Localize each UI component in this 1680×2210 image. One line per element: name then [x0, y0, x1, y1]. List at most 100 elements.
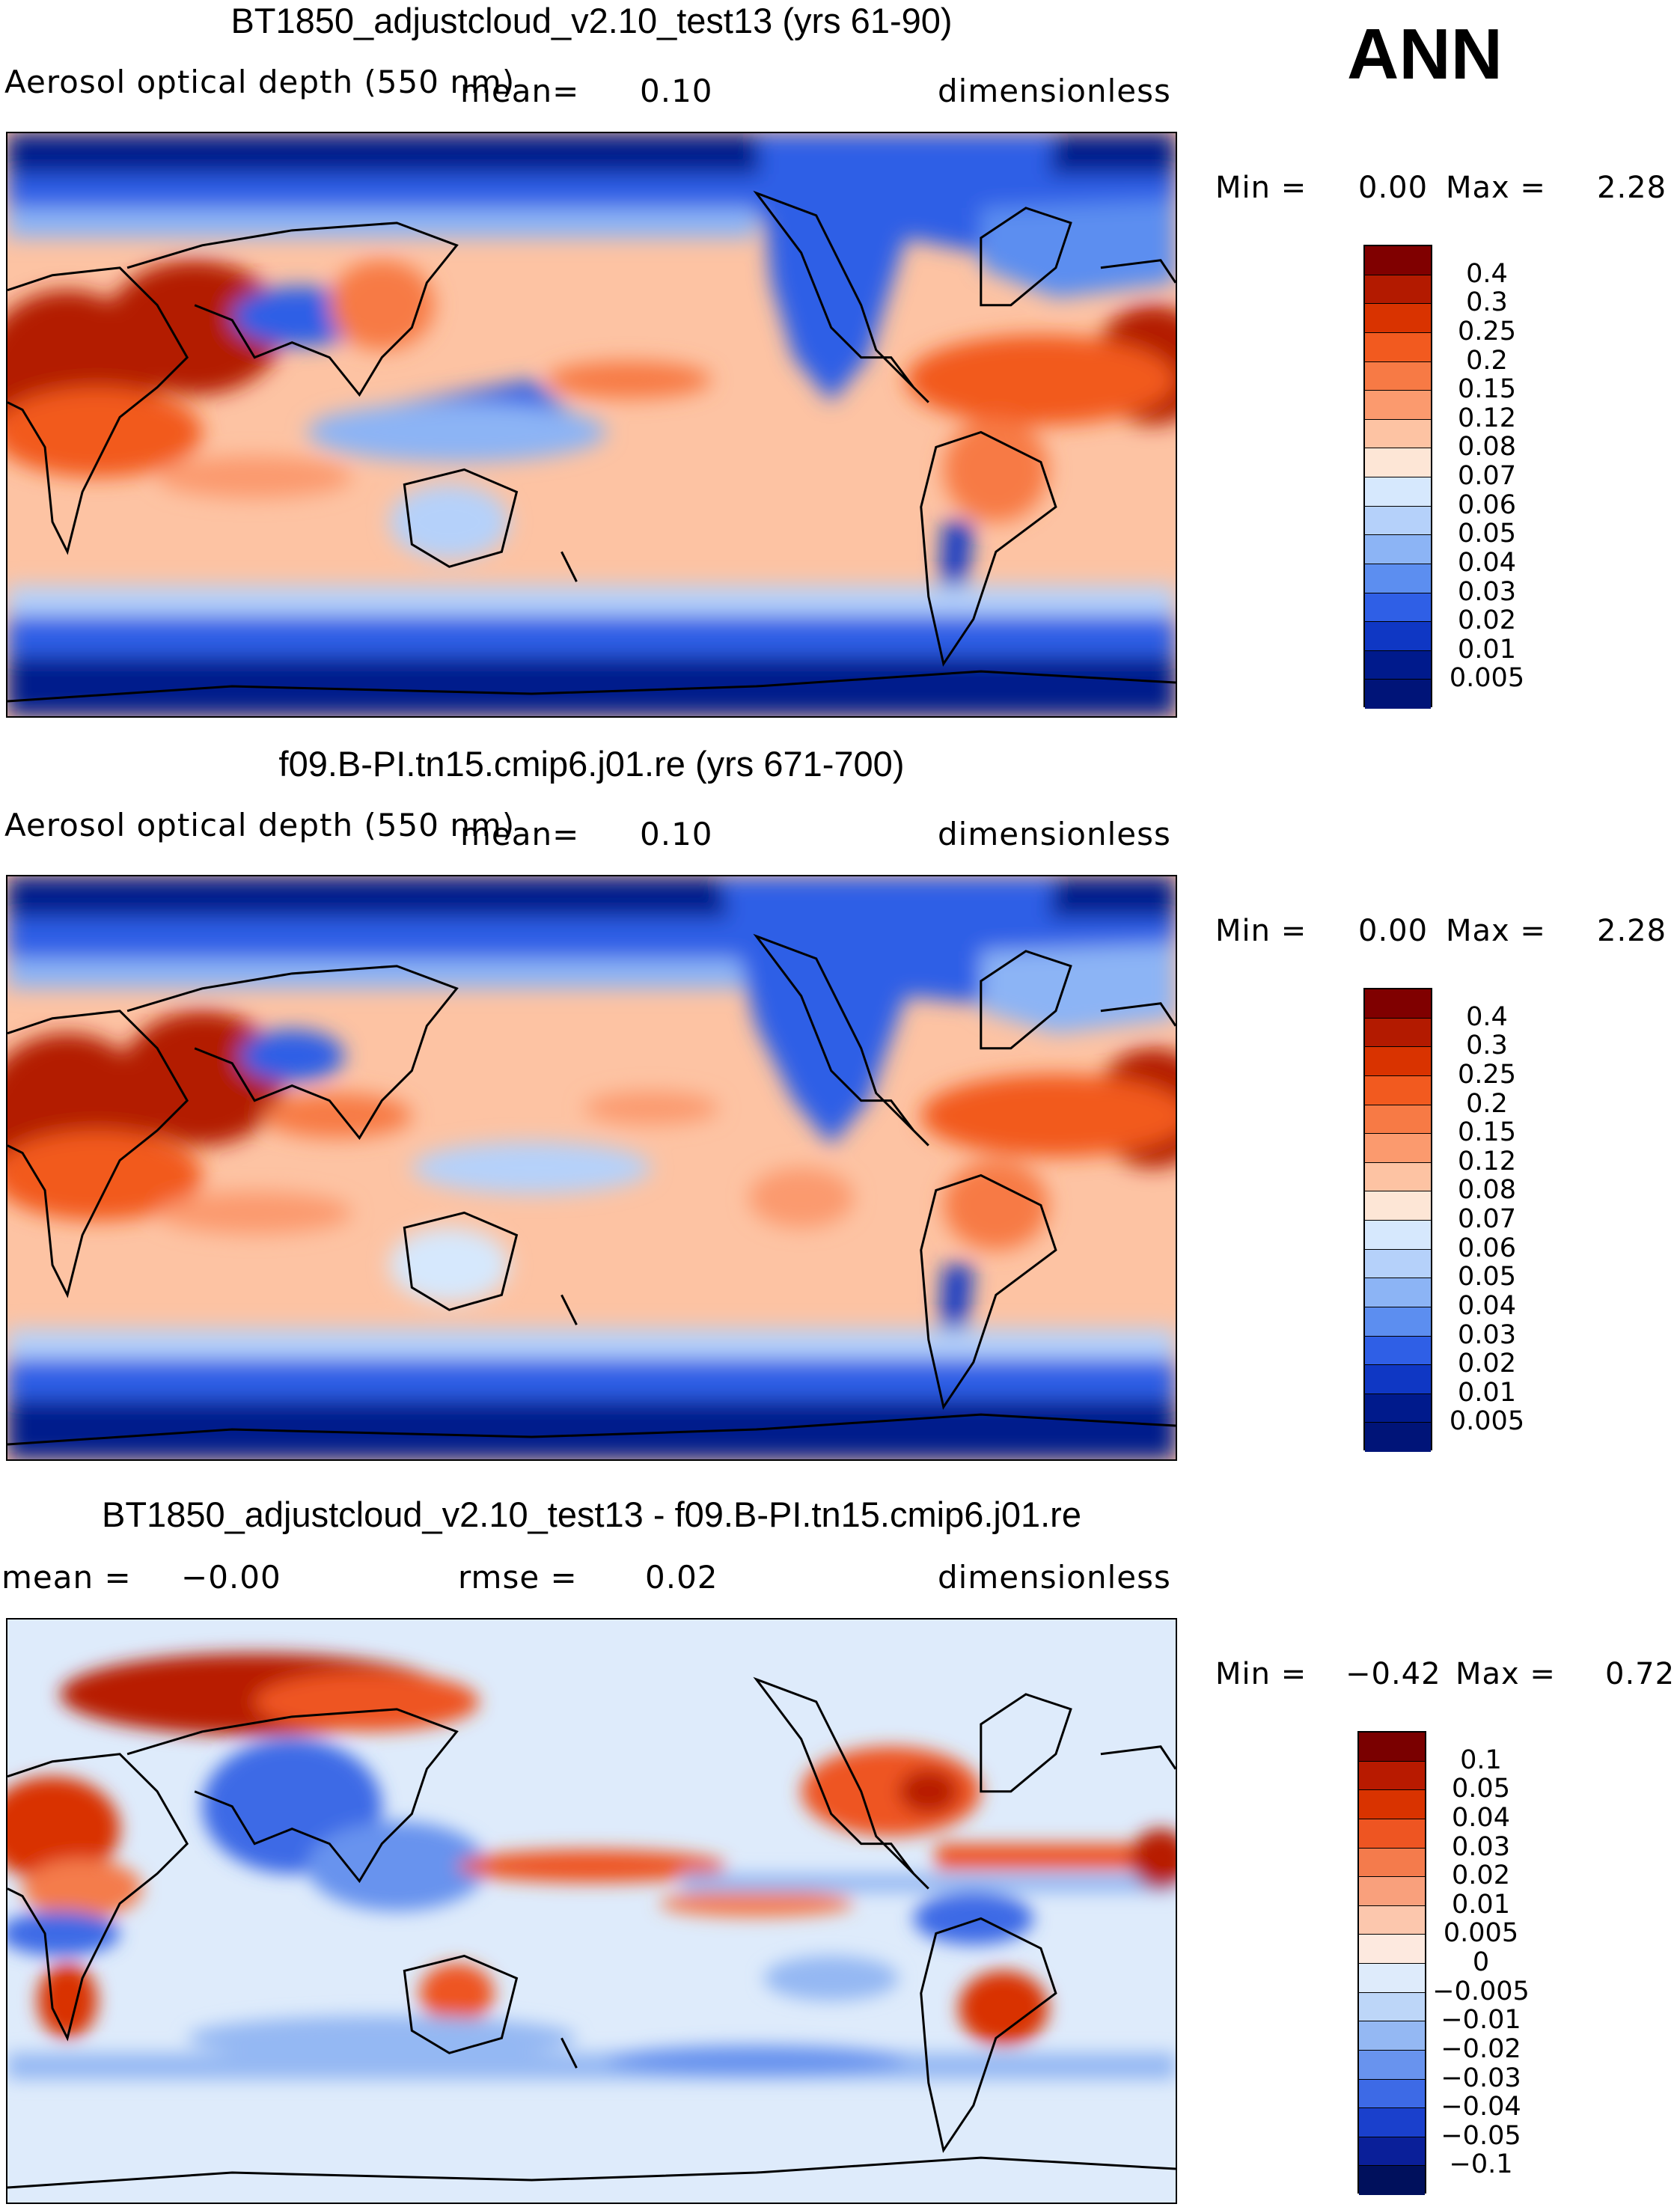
panel-2-variable: Aerosol optical depth (550 nm) — [4, 807, 516, 843]
panel-1-colorbar — [1363, 245, 1432, 709]
colorbar-swatch — [1365, 1278, 1431, 1307]
colorbar-tick-label: −0.04 — [1441, 2092, 1521, 2122]
colorbar-tick-label: 0.005 — [1443, 1918, 1519, 1949]
colorbar-swatch — [1359, 1877, 1425, 1906]
colorbar-tick-label: 0.12 — [1458, 403, 1516, 433]
colorbar-tick-label: 0.08 — [1458, 1175, 1516, 1206]
panel-3-max-value: 0.72 — [1605, 1657, 1676, 1691]
panel-3-rmse-label: rmse = — [458, 1559, 578, 1596]
colorbar-swatch — [1365, 419, 1431, 449]
colorbar-tick-label: 0.005 — [1449, 663, 1525, 694]
colorbar-tick-label: 0.2 — [1466, 345, 1508, 376]
colorbar-swatch — [1359, 1935, 1425, 1964]
colorbar-swatch — [1359, 1790, 1425, 1819]
panel-1-mean-value: 0.10 — [640, 73, 713, 109]
colorbar-swatch — [1359, 2021, 1425, 2051]
panel-3-title: BT1850_adjustcloud_v2.10_test13 - f09.B-… — [102, 1495, 1081, 1534]
colorbar-tick-label: −0.05 — [1441, 2120, 1521, 2151]
colorbar-swatch — [1365, 680, 1431, 709]
panel-1-mean-label: mean= — [460, 73, 580, 109]
colorbar-swatch — [1365, 1105, 1431, 1135]
panel-3-min-value: −0.42 — [1345, 1657, 1441, 1691]
colorbar-swatch — [1365, 506, 1431, 536]
panel-1-title: BT1850_adjustcloud_v2.10_test13 (yrs 61-… — [230, 1, 953, 40]
panel-3-map — [6, 1618, 1177, 2204]
colorbar-swatch — [1365, 622, 1431, 651]
colorbar-swatch — [1365, 650, 1431, 680]
panel-3-field — [7, 1620, 1176, 2203]
colorbar-tick-label: 0.15 — [1458, 1117, 1516, 1148]
colorbar-swatch — [1365, 1191, 1431, 1221]
colorbar-tick-label: 0.4 — [1466, 1001, 1508, 1032]
colorbar-swatch — [1365, 564, 1431, 593]
colorbar-tick-label: 0.1 — [1460, 1745, 1502, 1775]
colorbar-tick-label: 0.07 — [1458, 461, 1516, 491]
colorbar-swatch — [1359, 1733, 1425, 1762]
colorbar-tick-label: 0 — [1472, 1947, 1490, 1977]
colorbar-swatch — [1359, 2050, 1425, 2080]
colorbar-swatch — [1365, 1423, 1431, 1452]
colorbar-swatch — [1359, 1819, 1425, 1849]
colorbar-tick-label: 0.02 — [1452, 1861, 1510, 1891]
colorbar-swatch — [1359, 1905, 1425, 1935]
colorbar-swatch — [1365, 1249, 1431, 1279]
colorbar-tick-label: 0.07 — [1458, 1204, 1516, 1234]
colorbar-tick-label: 0.05 — [1458, 1262, 1516, 1292]
colorbar-swatch — [1365, 332, 1431, 362]
panel-1-map — [6, 132, 1177, 718]
colorbar-tick-label: −0.03 — [1441, 2063, 1521, 2093]
colorbar-tick-label: 0.15 — [1458, 374, 1516, 405]
colorbar-tick-label: 0.005 — [1449, 1406, 1525, 1437]
colorbar-swatch — [1365, 1047, 1431, 1076]
colorbar-tick-label: 0.06 — [1458, 489, 1516, 520]
colorbar-tick-label: 0.08 — [1458, 432, 1516, 463]
panel-2-title: f09.B-PI.tn15.cmip6.j01.re (yrs 671-700) — [278, 744, 905, 784]
colorbar-swatch — [1365, 593, 1431, 623]
panel-2-min-value: 0.00 — [1358, 914, 1429, 948]
colorbar-swatch — [1365, 275, 1431, 305]
colorbar-swatch — [1359, 1848, 1425, 1878]
colorbar-swatch — [1359, 2166, 1425, 2195]
colorbar-tick-label: −0.01 — [1441, 2005, 1521, 2036]
colorbar-swatch — [1359, 1992, 1425, 2022]
colorbar-tick-label: 0.03 — [1458, 576, 1516, 607]
colorbar-tick-label: 0.04 — [1458, 1290, 1516, 1321]
panel-2-mean-value: 0.10 — [640, 816, 713, 852]
colorbar-swatch — [1365, 1018, 1431, 1048]
panel-2-max-label: Max = — [1446, 914, 1546, 948]
colorbar-swatch — [1365, 1307, 1431, 1337]
panel-3-mean-label: mean = — [1, 1559, 132, 1596]
colorbar-swatch — [1365, 989, 1431, 1019]
colorbar-swatch — [1359, 1964, 1425, 1993]
colorbar-swatch — [1365, 1075, 1431, 1105]
colorbar-tick-label: 0.01 — [1452, 1889, 1510, 1920]
season-label: ANN — [1347, 14, 1503, 94]
colorbar-tick-label: 0.25 — [1458, 316, 1516, 347]
colorbar-tick-label: 0.12 — [1458, 1146, 1516, 1176]
panel-2-max-value: 2.28 — [1597, 914, 1667, 948]
colorbar-swatch — [1365, 1365, 1431, 1394]
colorbar-tick-label: 0.02 — [1458, 605, 1516, 636]
panel-3-mean-value: −0.00 — [181, 1559, 281, 1596]
colorbar-swatch — [1359, 2108, 1425, 2137]
panel-1-min-label: Min = — [1215, 171, 1307, 205]
panel-3-min-label: Min = — [1215, 1657, 1307, 1691]
panel-2-units: dimensionless — [938, 816, 1171, 852]
colorbar-swatch — [1365, 477, 1431, 507]
colorbar-swatch — [1365, 1394, 1431, 1423]
panel-1-units: dimensionless — [938, 73, 1171, 109]
panel-3-max-label: Max = — [1456, 1657, 1556, 1691]
colorbar-swatch — [1359, 2079, 1425, 2109]
colorbar-tick-label: 0.3 — [1466, 287, 1508, 318]
panel-2-mean-label: mean= — [460, 816, 580, 852]
colorbar-tick-label: −0.1 — [1449, 2149, 1513, 2180]
colorbar-tick-label: 0.02 — [1458, 1349, 1516, 1379]
colorbar-swatch — [1365, 1336, 1431, 1366]
colorbar-swatch — [1359, 2137, 1425, 2167]
colorbar-tick-label: 0.2 — [1466, 1088, 1508, 1119]
colorbar-tick-label: −0.02 — [1441, 2033, 1521, 2064]
colorbar-swatch — [1365, 1134, 1431, 1163]
colorbar-tick-label: 0.03 — [1452, 1831, 1510, 1862]
panel-2-min-label: Min = — [1215, 914, 1307, 948]
panel-1-variable: Aerosol optical depth (550 nm) — [4, 64, 516, 100]
